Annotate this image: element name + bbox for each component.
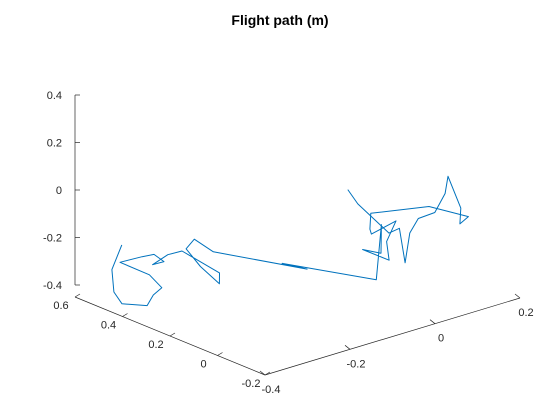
x-tick (344, 345, 351, 350)
z-tick-label: -0.2 (43, 233, 62, 245)
y-tick-label: 0.6 (53, 300, 68, 312)
y-tick-label: 0.2 (148, 339, 163, 351)
x-axis-line (264, 297, 521, 376)
y-tick (122, 313, 128, 317)
x-tick-label: 0.2 (518, 307, 533, 319)
y-tick (169, 332, 176, 337)
y-tick-label: 0 (200, 359, 206, 371)
z-tick-label: 0 (56, 185, 62, 197)
y-tick (264, 371, 271, 376)
x-tick (514, 293, 521, 299)
y-tick-label: -0.2 (242, 378, 261, 390)
x-tick-label: 0 (438, 333, 444, 345)
flight-path-line (111, 175, 469, 307)
z-tick-label: 0.4 (47, 90, 62, 102)
z-tick-label: -0.4 (43, 280, 62, 292)
y-tick (74, 293, 81, 298)
y-tick (217, 352, 223, 356)
x-tick (429, 319, 436, 324)
x-tick-label: -0.4 (262, 384, 281, 396)
y-tick-label: 0.4 (101, 320, 116, 332)
x-tick-label: -0.2 (347, 358, 366, 370)
x-tick (259, 370, 266, 376)
chart-title: Flight path (m) (231, 12, 329, 28)
z-tick-label: 0.2 (47, 138, 62, 150)
